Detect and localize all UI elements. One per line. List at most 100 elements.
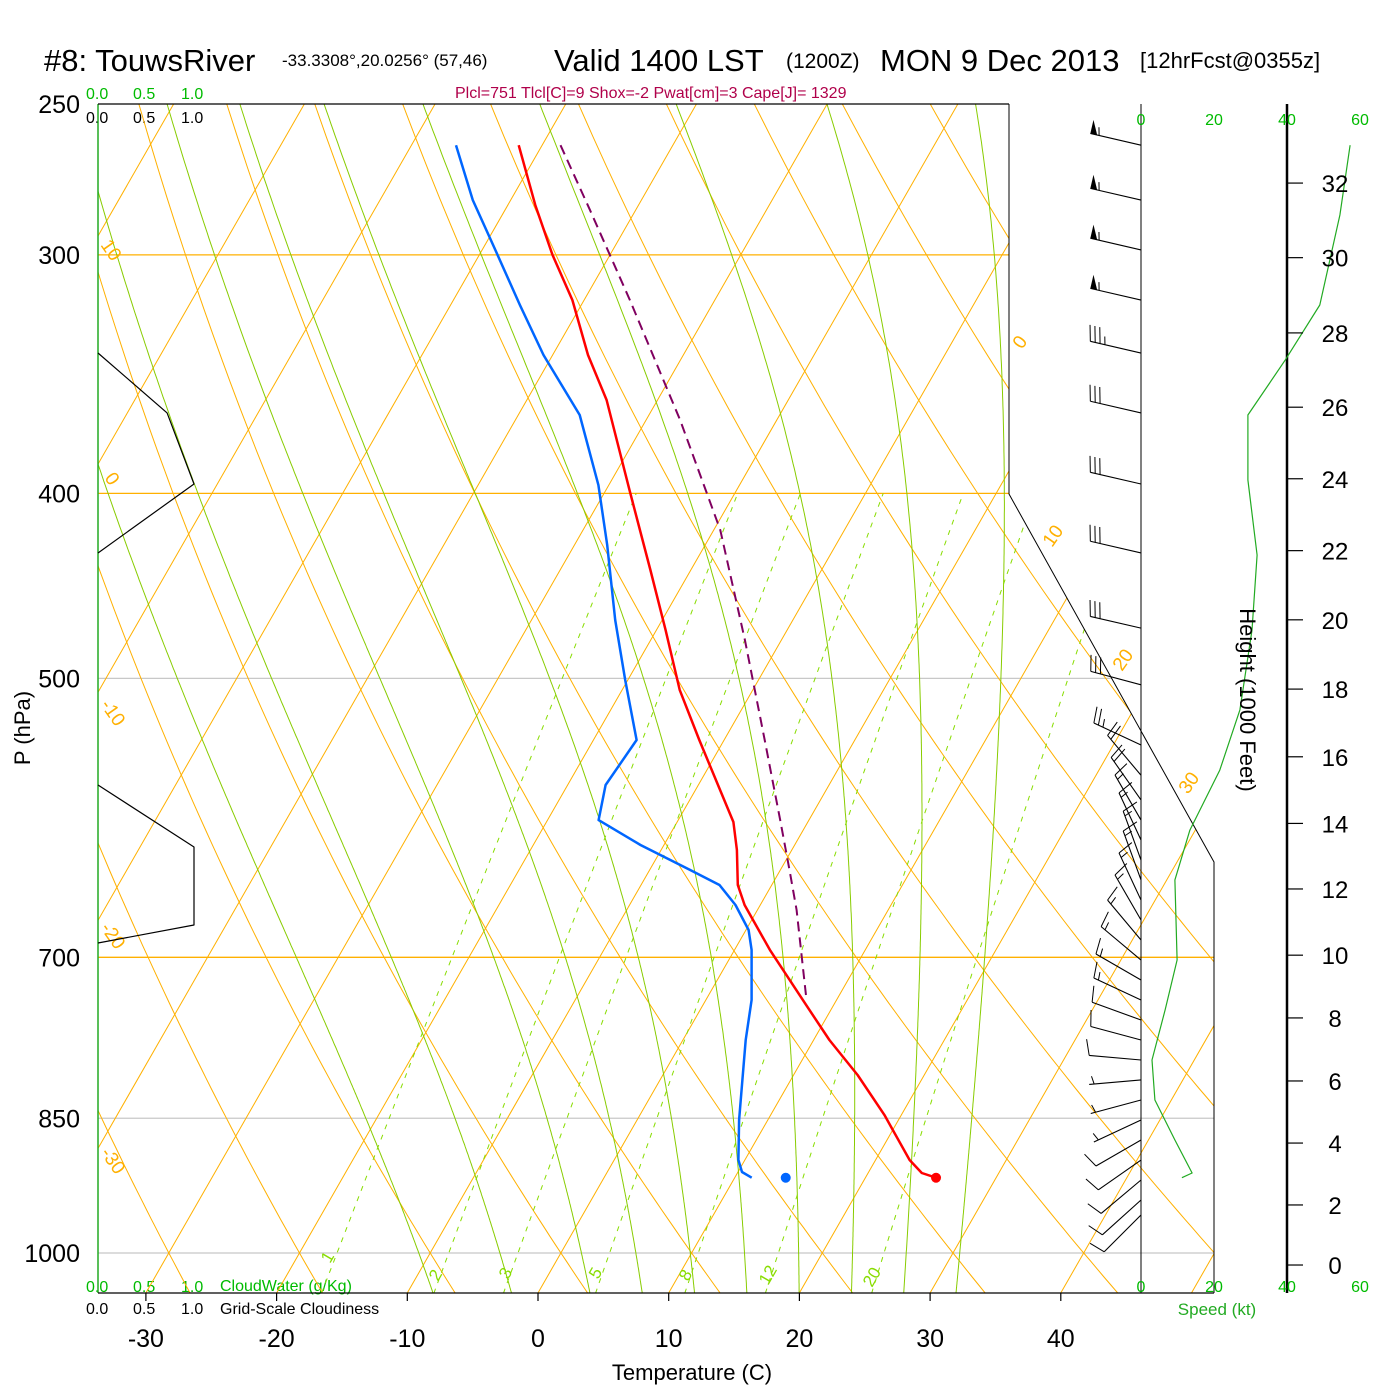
wind-barb-half-feather: [1104, 922, 1110, 931]
pressure-tick-label: 1000: [24, 1240, 80, 1268]
temperature-tick-label: 10: [655, 1325, 683, 1353]
cloudiness-scale-top-1: 1.0: [181, 110, 203, 127]
height-tick-label: 24: [1322, 467, 1349, 494]
wind-barb: [1089, 455, 1142, 485]
mixing-ratio-line: [595, 493, 884, 1293]
cloudwater-scale-top-0: 0.0: [86, 86, 108, 103]
wind-barb-staff: [1089, 1054, 1142, 1061]
isotherm-label: 0: [100, 469, 123, 490]
wind-barb-staff: [1110, 757, 1142, 801]
cloudwater-label: CloudWater (g/Kg): [220, 1278, 352, 1295]
dry-adiabat-line: [98, 104, 195, 1293]
wind-barb-half-feather: [1117, 773, 1124, 780]
wind-barb-staff: [1114, 874, 1142, 921]
background-labels: 10 0 -10 -20 -30 0 10 20 30: [96, 236, 1204, 1179]
wind-barb-feather: [1087, 1203, 1102, 1214]
cloudiness-line: [97, 784, 195, 944]
wind-barb-staff: [1090, 132, 1142, 146]
wind-barb-half-feather: [1110, 896, 1117, 905]
wind-barb-feather: [1114, 863, 1128, 876]
wind-barb: [1100, 911, 1142, 961]
wind-barb-staff: [1093, 1119, 1142, 1143]
right-border: [1008, 104, 1215, 1293]
dry-adiabat-line: [98, 104, 594, 1293]
height-tick-label: 22: [1322, 539, 1349, 566]
moist-adiabat-line: [675, 104, 856, 1293]
wind-barb: [1085, 1159, 1142, 1191]
sounding-stats: Plcl=751 Tlcl[C]=9 Shox=-2 Pwat[cm]=3 Ca…: [455, 85, 847, 102]
moist-adiabat-line: [826, 104, 923, 1293]
wind-barb-staff: [1090, 400, 1142, 414]
wind-barb-feather: [1093, 961, 1098, 979]
speed-tick-label: 60: [1351, 1279, 1369, 1296]
wind-barb: [1090, 274, 1142, 301]
height-tick-label: 10: [1322, 943, 1349, 970]
wind-barb-half-feather: [1092, 1133, 1099, 1141]
surface-dewpoint-marker: [780, 1172, 791, 1183]
wind-barb-pennant: [1090, 224, 1098, 240]
wind-barb-feather: [1086, 1039, 1090, 1056]
wind-barb-staff: [1095, 953, 1142, 981]
wind-speed-line: [1151, 145, 1351, 1179]
height-tick-label: 28: [1322, 321, 1349, 348]
wind-barb-feather: [1122, 821, 1138, 832]
dry-adiabat-line: [563, 104, 1214, 1293]
station-title: #8: TouwsRiver: [44, 43, 255, 78]
wind-barb-staff: [1090, 540, 1142, 554]
isotherm-line: [98, 104, 586, 1293]
height-tick-label: 18: [1322, 677, 1349, 704]
wind-barb-staff: [1090, 287, 1142, 301]
cloudwater-scale-top-05: 0.5: [133, 86, 155, 103]
wind-barb-half-feather: [1124, 810, 1133, 817]
wind-barb-staff: [1090, 237, 1142, 251]
wind-barb: [1087, 1179, 1142, 1214]
speed-tick-label: 20: [1205, 1279, 1223, 1296]
wind-barb: [1093, 961, 1142, 1001]
wind-barb-half-feather: [1102, 718, 1105, 728]
height-tick-label: 14: [1322, 811, 1349, 838]
wind-barb: [1090, 1099, 1142, 1115]
wind-barb-staff: [1118, 792, 1142, 841]
station-coords: -33.3308°,20.0256° (57,46): [282, 51, 487, 70]
dry-adiabat-line: [389, 104, 1126, 1293]
dry-adiabat-line: [98, 104, 328, 1293]
pressure-tick-label: 700: [38, 944, 80, 972]
wind-barb-feather: [1107, 886, 1118, 901]
temperature-tick-label: 30: [916, 1325, 944, 1353]
mixing-ratio-label: 20: [859, 1264, 885, 1290]
wind-barb: [1089, 1214, 1142, 1253]
wind-barb-feather: [1091, 985, 1095, 1003]
height-tick-label: 2: [1328, 1193, 1341, 1220]
wind-barb: [1107, 721, 1142, 776]
wind-barb-feather: [1118, 842, 1133, 854]
wind-barb-feather: [1122, 801, 1138, 812]
wind-barb: [1088, 1199, 1142, 1236]
wind-barb-pennant: [1090, 274, 1098, 290]
speed-tick-label: 40: [1278, 112, 1296, 129]
background-lines: [98, 104, 1214, 1293]
speed-axis-label: Speed (kt): [1178, 1300, 1256, 1319]
isotherm-line: [98, 104, 456, 1293]
wind-barb: [1090, 654, 1142, 686]
height-tick-label: 20: [1322, 608, 1349, 635]
wind-barb: [1090, 1010, 1142, 1041]
y-axis-label: P (hPa): [10, 691, 35, 765]
zulu-time: (1200Z): [786, 50, 860, 73]
wind-barb-feather: [1110, 744, 1123, 758]
wind-barb: [1122, 821, 1142, 881]
mixing-ratio-label: 5: [585, 1264, 606, 1282]
cloudiness-scale-top-0: 0.0: [86, 110, 108, 127]
speed-tick-label: 0: [1137, 112, 1146, 129]
wind-barb: [1089, 524, 1142, 554]
isotherm-label: -20: [96, 919, 129, 954]
wind-barb-staff: [1100, 926, 1142, 961]
speed-tick-label: 20: [1205, 112, 1223, 129]
pressure-tick-label: 500: [38, 665, 80, 693]
wind-barb: [1107, 886, 1142, 941]
cloudwater-scale-bottom-1: 1.0: [181, 1279, 203, 1296]
cloudwater-scale-bottom-05: 0.5: [133, 1279, 155, 1296]
wind-barb: [1089, 599, 1142, 629]
moist-adiabat-line: [98, 104, 513, 1293]
